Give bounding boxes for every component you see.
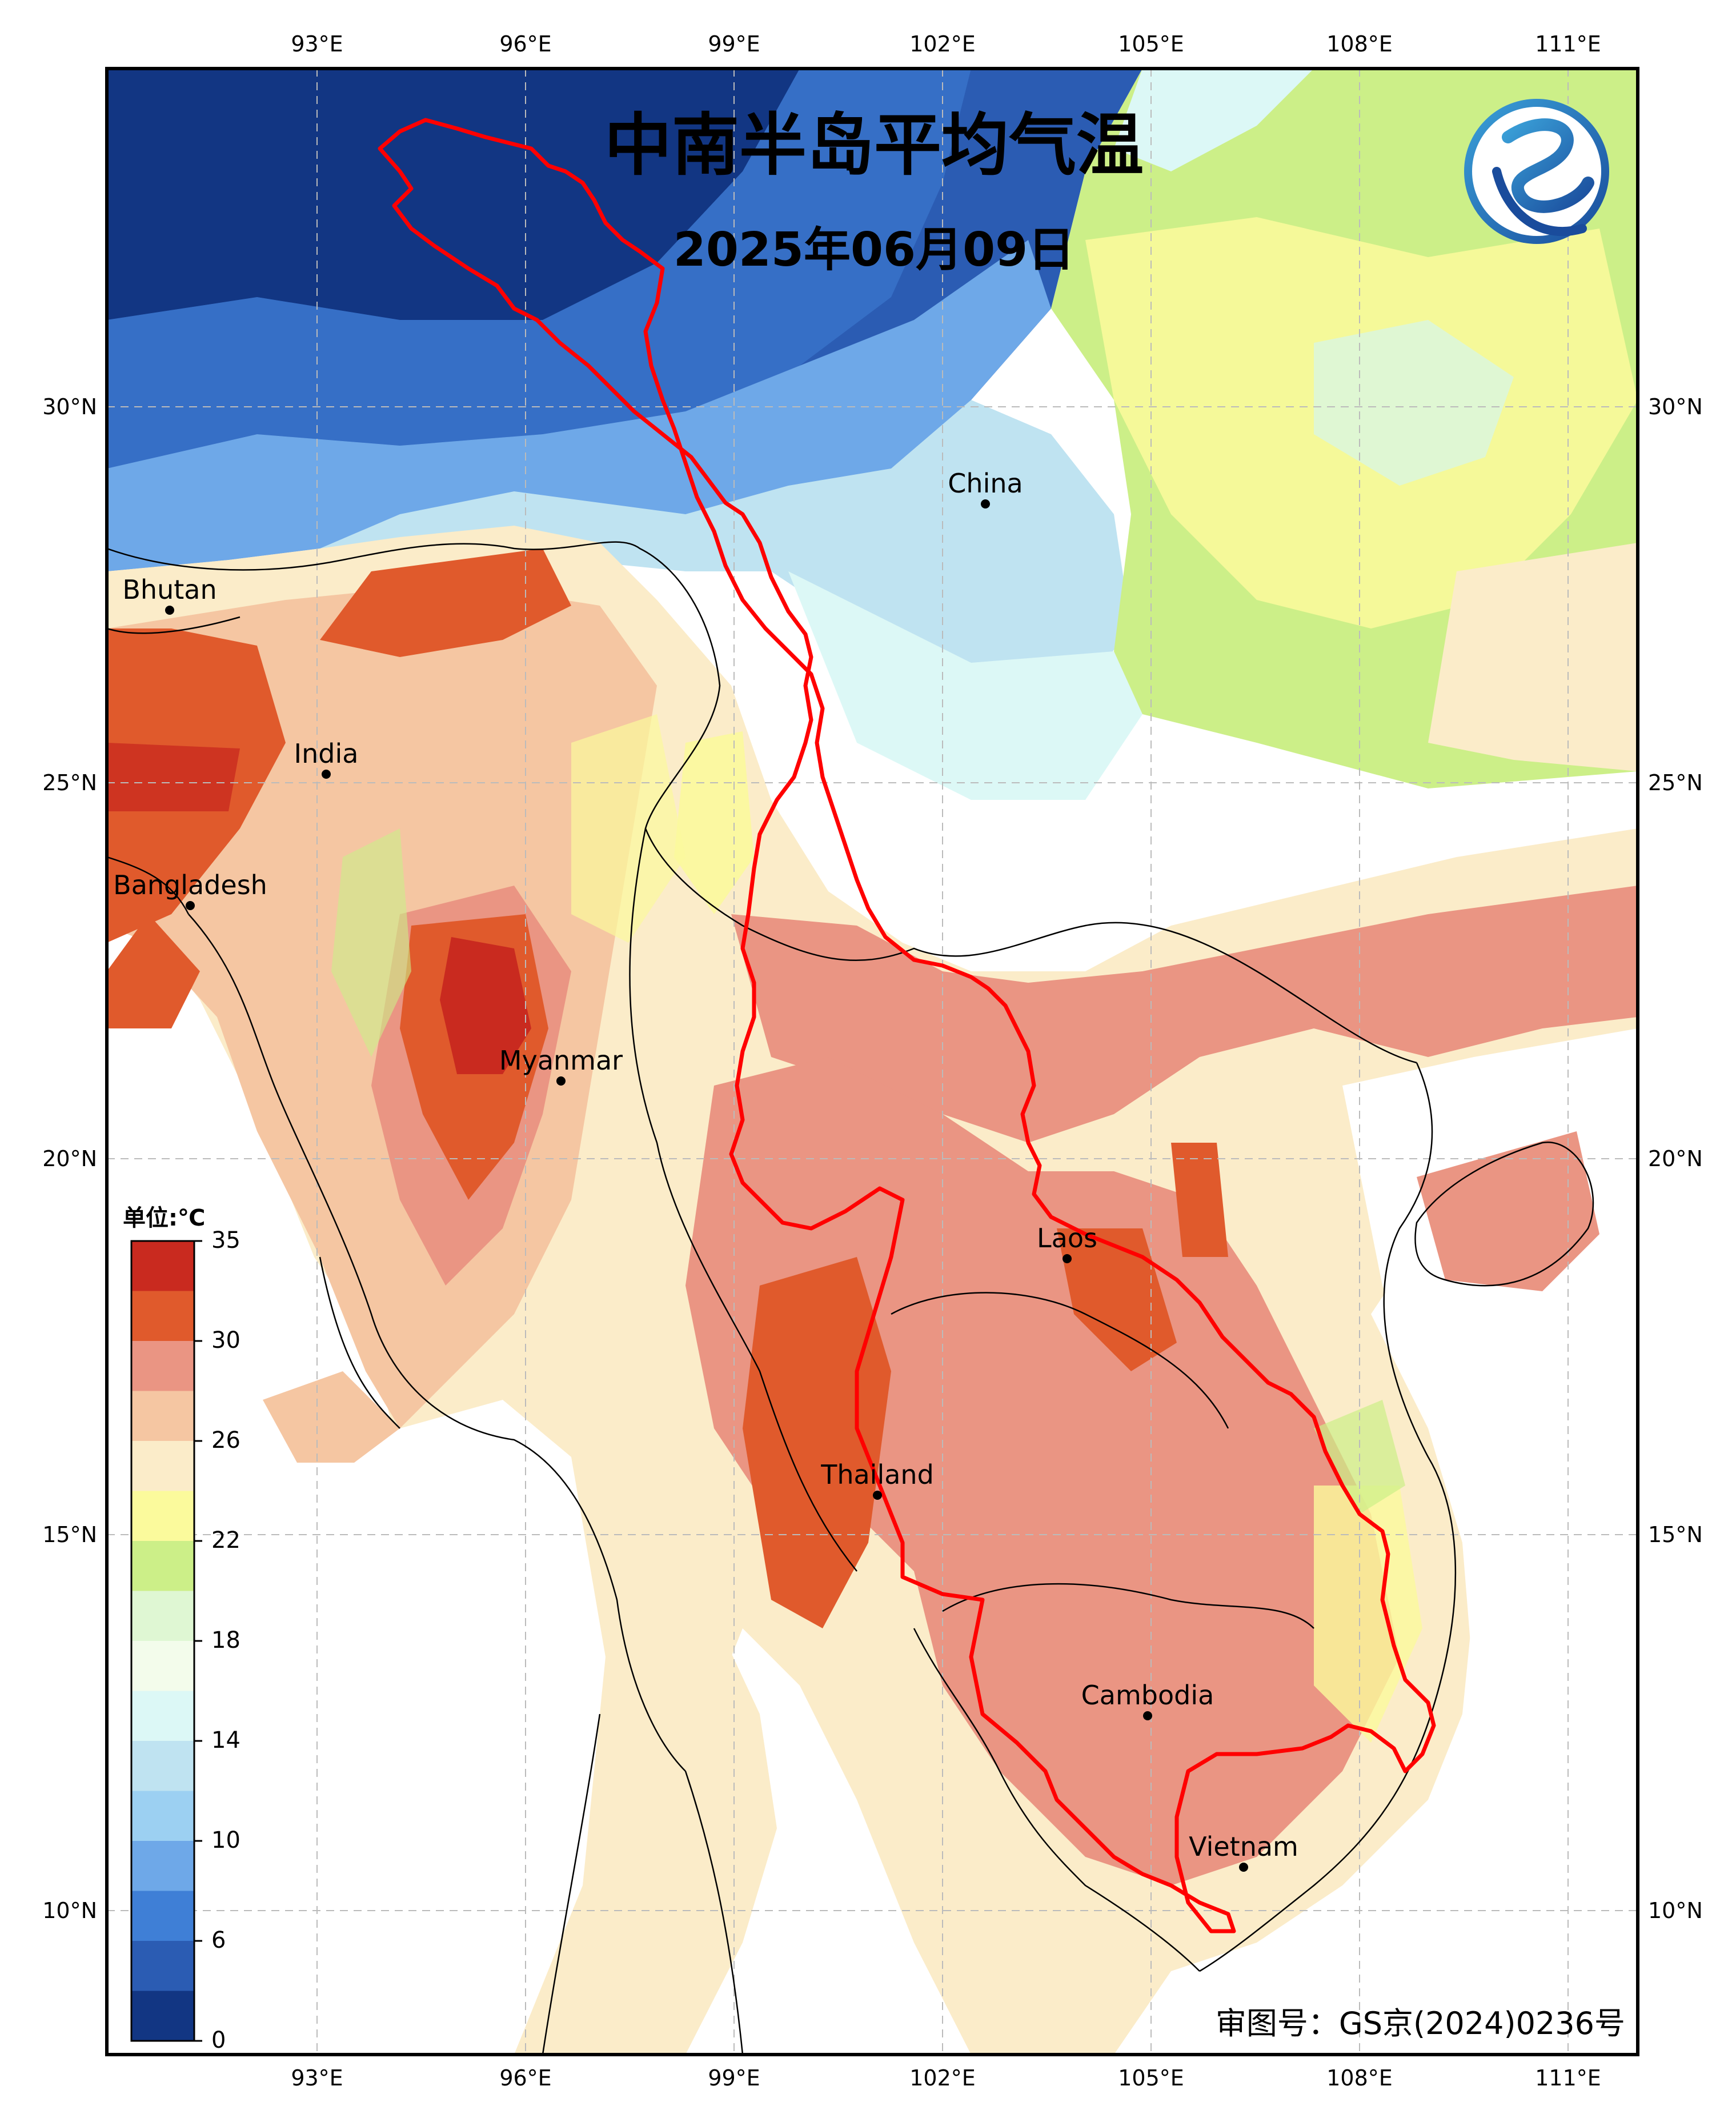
lat-tick-right: 10°N	[1648, 1898, 1703, 1923]
legend-swatch	[131, 1841, 194, 1891]
place-vietnam: Vietnam	[1189, 1831, 1298, 1872]
lat-ticks-right: 30°N 25°N 20°N 15°N 10°N	[1648, 394, 1703, 1923]
legend-tick: 0	[211, 2027, 226, 2053]
lon-tick-bottom: 99°E	[708, 2065, 760, 2091]
svg-text:Bhutan: Bhutan	[122, 574, 217, 605]
lon-tick-bottom: 105°E	[1118, 2065, 1184, 2091]
legend-swatch	[131, 1241, 194, 1291]
legend-tick: 14	[211, 1727, 240, 1753]
lat-tick-left: 15°N	[42, 1522, 97, 1547]
place-labels: China Bhutan India Bangladesh Myanmar La…	[113, 468, 1298, 1872]
legend-swatch	[131, 1791, 194, 1841]
lon-tick-top: 102°E	[909, 31, 976, 57]
svg-text:Vietnam: Vietnam	[1189, 1831, 1298, 1862]
lon-tick-top: 105°E	[1118, 31, 1184, 57]
legend-swatch	[131, 1591, 194, 1641]
lon-tick-bottom: 108°E	[1326, 2065, 1393, 2091]
lon-tick-top: 93°E	[291, 31, 343, 57]
legend-swatch	[131, 1991, 194, 2041]
legend-tick: 18	[211, 1627, 240, 1653]
lon-tick-bottom: 93°E	[291, 2065, 343, 2091]
lon-tick-bottom: 96°E	[499, 2065, 551, 2091]
place-thailand: Thailand	[820, 1459, 934, 1500]
legend-swatch	[131, 1541, 194, 1591]
legend-swatch	[131, 1941, 194, 1991]
lat-tick-right: 15°N	[1648, 1522, 1703, 1547]
legend-swatch	[131, 1291, 194, 1342]
place-bhutan: Bhutan	[122, 574, 217, 615]
legend-swatch	[131, 1741, 194, 1791]
place-bangladesh: Bangladesh	[113, 870, 267, 910]
legend-tick: 26	[211, 1427, 240, 1454]
lon-tick-top: 108°E	[1326, 31, 1393, 57]
legend-swatch	[131, 1691, 194, 1741]
place-china: China	[948, 468, 1023, 509]
svg-text:Thailand: Thailand	[820, 1459, 934, 1490]
temperature-field	[107, 69, 1638, 2055]
legend-tick: 6	[211, 1927, 226, 1953]
svg-text:Bangladesh: Bangladesh	[113, 870, 267, 900]
mekong-basin-outline	[378, 118, 1436, 1933]
weather-agency-logo-icon	[1464, 99, 1609, 244]
country-borders	[107, 541, 1594, 2055]
legend-tick: 10	[211, 1827, 240, 1853]
lat-tick-left: 10°N	[42, 1898, 97, 1923]
svg-text:Cambodia: Cambodia	[1081, 1680, 1214, 1711]
color-legend: 单位:℃ 35 30 26 22 18 14 10 6 0	[123, 1205, 240, 2053]
legend-tick: 30	[211, 1327, 240, 1354]
legend-tick: 35	[211, 1227, 240, 1254]
svg-text:China: China	[948, 468, 1023, 499]
legend-swatch	[131, 1891, 194, 1941]
legend-swatch	[131, 1441, 194, 1491]
svg-text:India: India	[294, 738, 359, 769]
lat-tick-left: 25°N	[42, 770, 97, 795]
lat-tick-left: 20°N	[42, 1146, 97, 1171]
legend-swatch	[131, 1491, 194, 1542]
legend-swatch	[131, 1341, 194, 1391]
map-date: 2025年06月09日	[673, 223, 1075, 277]
legend-tick: 22	[211, 1527, 240, 1554]
legend-swatch	[131, 1641, 194, 1691]
lon-tick-top: 111°E	[1535, 31, 1601, 57]
svg-text:Laos: Laos	[1037, 1223, 1097, 1254]
lat-tick-right: 20°N	[1648, 1146, 1703, 1171]
lon-tick-bottom: 102°E	[909, 2065, 976, 2091]
lon-tick-top: 96°E	[499, 31, 551, 57]
lat-tick-right: 30°N	[1648, 394, 1703, 419]
lat-ticks-left: 30°N 25°N 20°N 15°N 10°N	[42, 394, 97, 1923]
legend-swatch	[131, 1391, 194, 1442]
lon-tick-bottom: 111°E	[1535, 2065, 1601, 2091]
place-india: India	[294, 738, 359, 779]
map-title: 中南半岛平均气温	[604, 106, 1144, 185]
legend-unit: 单位:℃	[123, 1205, 205, 1231]
place-cambodia: Cambodia	[1081, 1680, 1214, 1720]
lon-tick-top: 99°E	[708, 31, 760, 57]
legend-bar	[130, 1240, 202, 2042]
lat-tick-left: 30°N	[42, 394, 97, 419]
place-laos: Laos	[1037, 1223, 1097, 1263]
lon-ticks-top: 93°E 96°E 99°E 102°E 105°E 108°E 111°E	[291, 31, 1601, 57]
lat-tick-right: 25°N	[1648, 770, 1703, 795]
place-myanmar: Myanmar	[499, 1045, 623, 1086]
map-frame	[105, 67, 1639, 2056]
legend-labels: 35 30 26 22 18 14 10 6 0	[211, 1227, 240, 2053]
svg-text:Myanmar: Myanmar	[499, 1045, 623, 1076]
approval-number: 审图号：GS京(2024)0236号	[1216, 2005, 1625, 2041]
lon-ticks-bottom: 93°E 96°E 99°E 102°E 105°E 108°E 111°E	[291, 2065, 1601, 2091]
